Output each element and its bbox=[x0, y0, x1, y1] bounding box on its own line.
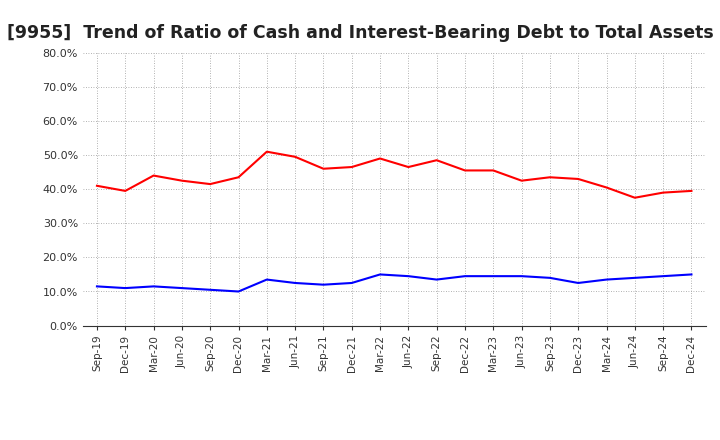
Interest-Bearing Debt bbox=[178, 286, 186, 291]
Interest-Bearing Debt bbox=[432, 277, 441, 282]
Interest-Bearing Debt bbox=[687, 272, 696, 277]
Cash bbox=[432, 158, 441, 163]
Cash bbox=[348, 165, 356, 170]
Cash bbox=[376, 156, 384, 161]
Interest-Bearing Debt bbox=[348, 280, 356, 286]
Cash bbox=[687, 188, 696, 194]
Cash bbox=[602, 185, 611, 190]
Interest-Bearing Debt bbox=[461, 274, 469, 279]
Interest-Bearing Debt bbox=[291, 280, 300, 286]
Cash bbox=[461, 168, 469, 173]
Cash bbox=[178, 178, 186, 183]
Cash bbox=[404, 165, 413, 170]
Line: Interest-Bearing Debt: Interest-Bearing Debt bbox=[97, 275, 691, 291]
Cash bbox=[234, 175, 243, 180]
Interest-Bearing Debt bbox=[631, 275, 639, 281]
Cash bbox=[659, 190, 667, 195]
Cash bbox=[631, 195, 639, 200]
Cash bbox=[149, 173, 158, 178]
Text: [9955]  Trend of Ratio of Cash and Interest-Bearing Debt to Total Assets: [9955] Trend of Ratio of Cash and Intere… bbox=[6, 24, 714, 42]
Interest-Bearing Debt bbox=[602, 277, 611, 282]
Interest-Bearing Debt bbox=[574, 280, 582, 286]
Interest-Bearing Debt bbox=[517, 274, 526, 279]
Interest-Bearing Debt bbox=[546, 275, 554, 281]
Cash bbox=[93, 183, 102, 188]
Cash bbox=[206, 181, 215, 187]
Interest-Bearing Debt bbox=[489, 274, 498, 279]
Cash bbox=[319, 166, 328, 171]
Interest-Bearing Debt bbox=[263, 277, 271, 282]
Interest-Bearing Debt bbox=[376, 272, 384, 277]
Cash bbox=[517, 178, 526, 183]
Interest-Bearing Debt bbox=[93, 284, 102, 289]
Cash bbox=[291, 154, 300, 159]
Interest-Bearing Debt bbox=[234, 289, 243, 294]
Interest-Bearing Debt bbox=[404, 274, 413, 279]
Interest-Bearing Debt bbox=[659, 274, 667, 279]
Cash bbox=[263, 149, 271, 154]
Cash bbox=[121, 188, 130, 194]
Line: Cash: Cash bbox=[97, 152, 691, 198]
Cash bbox=[546, 175, 554, 180]
Cash bbox=[489, 168, 498, 173]
Cash bbox=[574, 176, 582, 182]
Interest-Bearing Debt bbox=[121, 286, 130, 291]
Interest-Bearing Debt bbox=[149, 284, 158, 289]
Interest-Bearing Debt bbox=[206, 287, 215, 293]
Interest-Bearing Debt bbox=[319, 282, 328, 287]
